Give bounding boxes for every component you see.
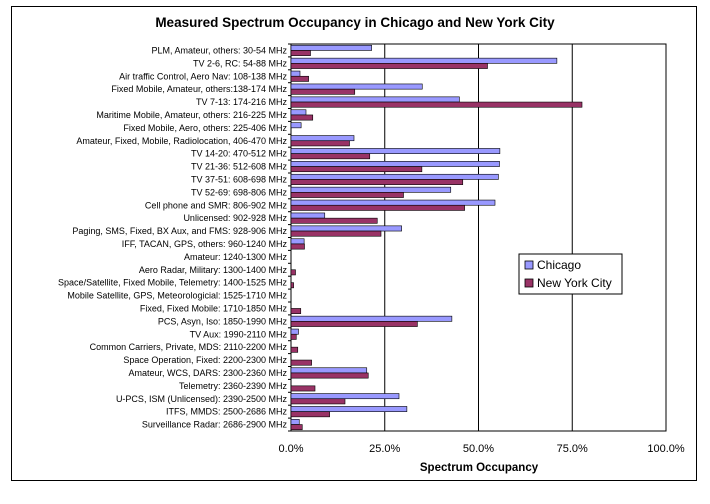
legend-label-new-york-city: New York City bbox=[537, 276, 612, 290]
bar-chicago bbox=[290, 225, 402, 232]
bar-chicago bbox=[290, 199, 496, 206]
bar-new-york-city bbox=[290, 230, 382, 237]
bar-new-york-city bbox=[290, 398, 346, 405]
legend-box bbox=[518, 253, 623, 295]
bar-new-york-city bbox=[290, 166, 423, 173]
category-label: PLM, Amateur, others: 30-54 MHz bbox=[151, 45, 287, 55]
category-label: Amateur, Fixed, Mobile, Radiolocation, 4… bbox=[76, 136, 287, 146]
bar-chicago bbox=[290, 57, 558, 64]
bar-chicago bbox=[290, 212, 326, 219]
bar-new-york-city bbox=[290, 153, 371, 160]
bar-chicago bbox=[290, 393, 400, 400]
category-label: IFF, TACAN, GPS, others: 960-1240 MHz bbox=[122, 239, 288, 249]
bar-new-york-city bbox=[290, 179, 464, 185]
bar-new-york-city bbox=[290, 308, 302, 314]
bar-new-york-city bbox=[290, 50, 311, 56]
legend-label-chicago: Chicago bbox=[537, 258, 581, 272]
bar-new-york-city bbox=[290, 385, 316, 392]
legend-swatch-new-york-city bbox=[524, 278, 534, 288]
bar-new-york-city bbox=[290, 346, 299, 353]
bar-chicago bbox=[290, 238, 305, 245]
category-label: TV 37-51: 608-698 MHz bbox=[191, 174, 288, 184]
legend-swatch-chicago bbox=[524, 260, 534, 270]
x-tick-label: 75.0% bbox=[557, 443, 588, 455]
category-label: Fixed Mobile, Amateur, others:138-174 MH… bbox=[111, 84, 287, 94]
category-label: U-PCS, ISM (Unlicensed): 2390-2500 MHz bbox=[116, 394, 288, 404]
category-label: TV 52-69: 698-806 MHz bbox=[191, 187, 288, 197]
bar-new-york-city bbox=[290, 282, 294, 289]
category-label: Fixed Mobile, Aero, others: 225-406 MHz bbox=[123, 123, 287, 133]
x-tick-label: 25.0% bbox=[369, 443, 400, 455]
bar-new-york-city bbox=[290, 75, 309, 82]
x-tick-label: 0.0% bbox=[278, 443, 303, 455]
bar-new-york-city bbox=[290, 424, 303, 431]
category-label: Common Carriers, Private, MDS: 2110-2200… bbox=[90, 342, 288, 352]
category-label: TV 2-6, RC: 54-88 MHz bbox=[193, 58, 288, 68]
bar-chicago bbox=[290, 367, 368, 374]
bar-new-york-city bbox=[290, 101, 583, 108]
category-label: Air traffic Control, Aero Nav: 108-138 M… bbox=[119, 71, 287, 81]
bar-chicago bbox=[290, 70, 301, 77]
bar-new-york-city bbox=[290, 88, 356, 95]
bar-new-york-city bbox=[290, 243, 305, 250]
category-label: Maritime Mobile, Amateur, others: 216-22… bbox=[96, 110, 287, 120]
bar-chicago bbox=[290, 173, 499, 180]
category-label: Amateur: 1240-1300 MHz bbox=[184, 252, 288, 262]
bar-new-york-city bbox=[290, 140, 350, 147]
chart-title: Measured Spectrum Occupancy in Chicago a… bbox=[155, 15, 555, 30]
category-label: TV 7-13: 174-216 MHz bbox=[196, 97, 288, 107]
category-label: Surveillance Radar: 2686-2900 MHz bbox=[142, 420, 288, 430]
bar-chicago bbox=[290, 315, 453, 322]
bar-new-york-city bbox=[290, 114, 314, 121]
category-label: TV Aux: 1990-2110 MHz bbox=[190, 329, 288, 339]
x-axis-title: Spectrum Occupancy bbox=[420, 462, 539, 474]
x-tick-label: 100.0% bbox=[647, 443, 685, 455]
bar-chicago bbox=[290, 406, 408, 412]
category-label: Space/Satellite, Fixed Mobile, Telemetry… bbox=[58, 278, 287, 288]
category-label: Mobile Satellite, GPS, Meteorologicial: … bbox=[67, 291, 287, 301]
category-label: ITFS, MMDS: 2500-2686 MHz bbox=[166, 407, 288, 417]
bar-new-york-city bbox=[290, 63, 488, 69]
bar-new-york-city bbox=[290, 204, 465, 211]
category-label: Cell phone and SMR: 806-902 MHz bbox=[145, 200, 288, 210]
bar-new-york-city bbox=[290, 217, 378, 224]
bar-chicago bbox=[290, 109, 307, 116]
bar-chicago bbox=[290, 83, 423, 90]
bar-chicago bbox=[290, 328, 299, 335]
category-label: Amateur, WCS, DARS: 2300-2360 MHz bbox=[128, 368, 287, 378]
bar-chicago bbox=[290, 96, 460, 103]
category-label: Aero Radar, Military: 1300-1400 MHz bbox=[139, 265, 288, 275]
bar-chicago bbox=[290, 148, 501, 154]
bar-chicago bbox=[290, 419, 300, 425]
bar-chicago bbox=[290, 44, 372, 51]
category-label: TV 14-20: 470-512 MHz bbox=[191, 149, 288, 159]
bar-chicago bbox=[290, 186, 452, 193]
bar-new-york-city bbox=[290, 372, 369, 379]
bar-new-york-city bbox=[290, 411, 330, 418]
category-label: Fixed, Fixed Mobile: 1710-1850 MHz bbox=[140, 303, 288, 313]
category-label: Telemetry: 2360-2390 MHz bbox=[179, 381, 288, 391]
bar-chicago bbox=[290, 161, 500, 167]
x-tick-label: 50.0% bbox=[463, 443, 494, 455]
bar-new-york-city bbox=[290, 269, 296, 276]
category-label: PCS, Asyn, Iso: 1850-1990 MHz bbox=[158, 316, 288, 326]
bar-chicago bbox=[290, 122, 302, 129]
bar-new-york-city bbox=[290, 321, 418, 327]
bar-chicago bbox=[290, 135, 355, 142]
category-label: Unlicensed: 902-928 MHz bbox=[183, 213, 287, 223]
bar-new-york-city bbox=[290, 192, 404, 198]
category-label: Paging, SMS, Fixed, BX Aux, and FMS: 928… bbox=[72, 226, 287, 236]
bar-new-york-city bbox=[290, 359, 312, 366]
category-label: TV 21-36: 512-608 MHz bbox=[191, 162, 288, 172]
bar-new-york-city bbox=[290, 333, 297, 340]
category-label: Space Operation, Fixed: 2200-2300 MHz bbox=[123, 355, 287, 365]
